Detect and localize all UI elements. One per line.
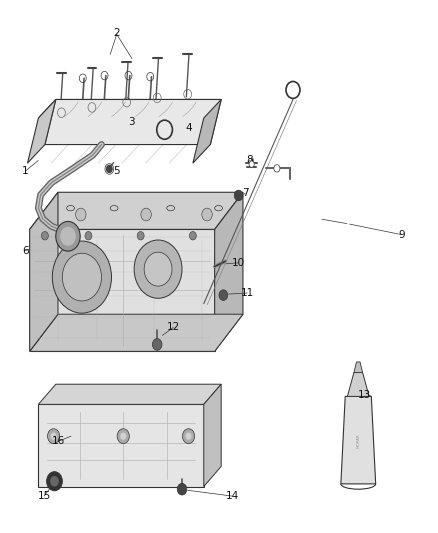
Text: 12: 12 — [167, 322, 180, 333]
Polygon shape — [30, 314, 243, 351]
Text: 2: 2 — [113, 28, 120, 38]
Polygon shape — [215, 192, 243, 351]
Polygon shape — [354, 362, 363, 373]
Polygon shape — [45, 100, 221, 144]
Text: 4: 4 — [185, 123, 192, 133]
Text: 15: 15 — [37, 491, 51, 501]
Circle shape — [62, 253, 102, 301]
Text: 1: 1 — [22, 166, 28, 176]
Circle shape — [50, 432, 57, 440]
Circle shape — [144, 252, 172, 286]
Polygon shape — [193, 100, 221, 163]
Circle shape — [47, 472, 62, 491]
Text: 6: 6 — [22, 246, 28, 256]
Polygon shape — [30, 192, 58, 351]
Text: 13: 13 — [358, 390, 371, 400]
Text: 11: 11 — [240, 288, 254, 298]
Circle shape — [183, 429, 194, 443]
Circle shape — [76, 208, 86, 221]
Polygon shape — [30, 192, 243, 229]
Circle shape — [274, 165, 280, 172]
Polygon shape — [39, 100, 221, 118]
Text: 16: 16 — [51, 437, 64, 447]
Circle shape — [177, 483, 187, 495]
Circle shape — [189, 231, 196, 240]
Polygon shape — [28, 100, 56, 163]
Circle shape — [134, 240, 182, 298]
Circle shape — [185, 432, 191, 440]
Text: 8: 8 — [246, 156, 253, 165]
Circle shape — [47, 429, 60, 443]
Polygon shape — [204, 384, 221, 487]
Text: 5: 5 — [113, 166, 120, 176]
Polygon shape — [39, 384, 221, 405]
Circle shape — [42, 231, 48, 240]
Circle shape — [249, 161, 254, 167]
Circle shape — [141, 208, 151, 221]
Circle shape — [137, 231, 144, 240]
Text: 10: 10 — [232, 258, 245, 268]
Circle shape — [60, 227, 76, 246]
Circle shape — [152, 338, 162, 350]
Circle shape — [202, 208, 212, 221]
Circle shape — [52, 241, 112, 313]
Circle shape — [106, 165, 113, 173]
Circle shape — [85, 231, 92, 240]
Circle shape — [56, 221, 80, 251]
Text: 3: 3 — [129, 117, 135, 127]
Circle shape — [117, 429, 129, 443]
Polygon shape — [30, 229, 215, 351]
Text: MOPAR: MOPAR — [356, 433, 360, 448]
Polygon shape — [347, 373, 369, 397]
Text: 14: 14 — [226, 491, 239, 501]
Circle shape — [219, 290, 228, 301]
Circle shape — [234, 190, 243, 201]
Text: 7: 7 — [242, 188, 248, 198]
Polygon shape — [39, 405, 204, 487]
Circle shape — [50, 476, 59, 487]
Polygon shape — [341, 397, 376, 484]
Circle shape — [120, 432, 126, 440]
Text: 9: 9 — [399, 230, 405, 240]
